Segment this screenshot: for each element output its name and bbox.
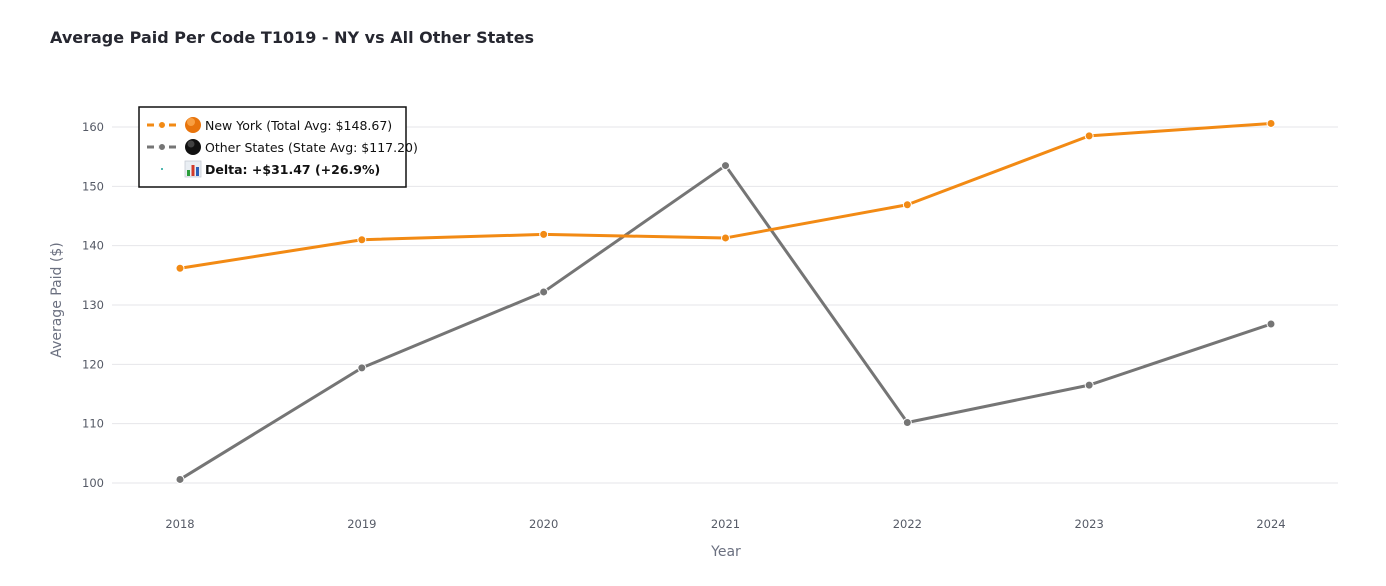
bar-chart-icon xyxy=(184,160,202,178)
x-axis-label: Year xyxy=(710,544,741,560)
point-other-states-2022[interactable] xyxy=(902,417,912,427)
legend-item-other-states[interactable]: Other States (State Avg: $117.20) xyxy=(147,139,418,155)
y-tick-140: 140 xyxy=(82,239,104,253)
series-layer xyxy=(175,118,1276,484)
point-other-states-2018[interactable] xyxy=(175,474,185,484)
point-other-states-2020[interactable] xyxy=(539,287,549,297)
point-new-york-2020[interactable] xyxy=(539,229,549,239)
y-axis-label: Average Paid ($) xyxy=(49,242,65,357)
x-tick-2022: 2022 xyxy=(893,517,922,531)
x-tick-2023: 2023 xyxy=(1075,517,1104,531)
x-tick-2019: 2019 xyxy=(347,517,376,531)
legend-label-other-states: Other States (State Avg: $117.20) xyxy=(205,140,418,155)
point-other-states-2019[interactable] xyxy=(357,363,367,373)
black-circle-icon xyxy=(185,139,201,155)
y-tick-120: 120 xyxy=(82,357,104,371)
legend-label-new-york: New York (Total Avg: $148.67) xyxy=(205,118,392,133)
orange-circle-icon xyxy=(185,117,201,133)
point-other-states-2024[interactable] xyxy=(1266,319,1276,329)
y-tick-160: 160 xyxy=(82,120,104,134)
legend-marker-other-states xyxy=(158,143,166,151)
legend-item-delta[interactable]: Delta: +$31.47 (+26.9%) xyxy=(161,160,380,178)
y-tick-100: 100 xyxy=(82,476,104,490)
y-tick-labels: 100 110 120 130 140 150 160 xyxy=(82,120,104,490)
legend[interactable]: New York (Total Avg: $148.67) Other Stat… xyxy=(138,106,418,188)
legend-item-new-york[interactable]: New York (Total Avg: $148.67) xyxy=(147,117,392,133)
x-tick-2021: 2021 xyxy=(711,517,740,531)
point-new-york-2021[interactable] xyxy=(721,233,730,243)
chart-title: Average Paid Per Code T1019 - NY vs All … xyxy=(50,28,534,47)
legend-marker-delta xyxy=(161,168,163,170)
legend-label-delta: Delta: +$31.47 (+26.9%) xyxy=(205,162,380,177)
x-tick-2020: 2020 xyxy=(529,517,558,531)
legend-box xyxy=(138,106,407,188)
legend-marker-new-york xyxy=(158,121,166,129)
point-new-york-2019[interactable] xyxy=(357,235,367,245)
x-tick-labels: 2018 2019 2020 2021 2022 2023 2024 xyxy=(165,517,1285,531)
y-tick-130: 130 xyxy=(82,298,104,312)
point-new-york-2018[interactable] xyxy=(175,263,185,273)
point-new-york-2023[interactable] xyxy=(1084,131,1094,141)
series-line-other-states xyxy=(178,164,1273,481)
x-tick-2018: 2018 xyxy=(165,517,194,531)
series-new-york xyxy=(175,118,1276,273)
point-other-states-2021[interactable] xyxy=(721,161,730,171)
y-tick-150: 150 xyxy=(82,179,104,193)
point-other-states-2023[interactable] xyxy=(1084,380,1094,390)
point-new-york-2022[interactable] xyxy=(902,200,912,210)
point-new-york-2024[interactable] xyxy=(1266,118,1276,128)
x-tick-2024: 2024 xyxy=(1256,517,1285,531)
series-other-states xyxy=(175,161,1276,484)
y-tick-110: 110 xyxy=(82,417,104,431)
